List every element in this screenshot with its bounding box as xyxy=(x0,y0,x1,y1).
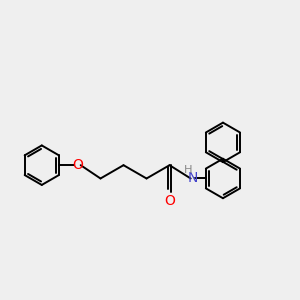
Text: O: O xyxy=(164,194,175,208)
Text: O: O xyxy=(72,158,83,172)
Text: H: H xyxy=(184,165,192,175)
Text: N: N xyxy=(188,172,198,185)
